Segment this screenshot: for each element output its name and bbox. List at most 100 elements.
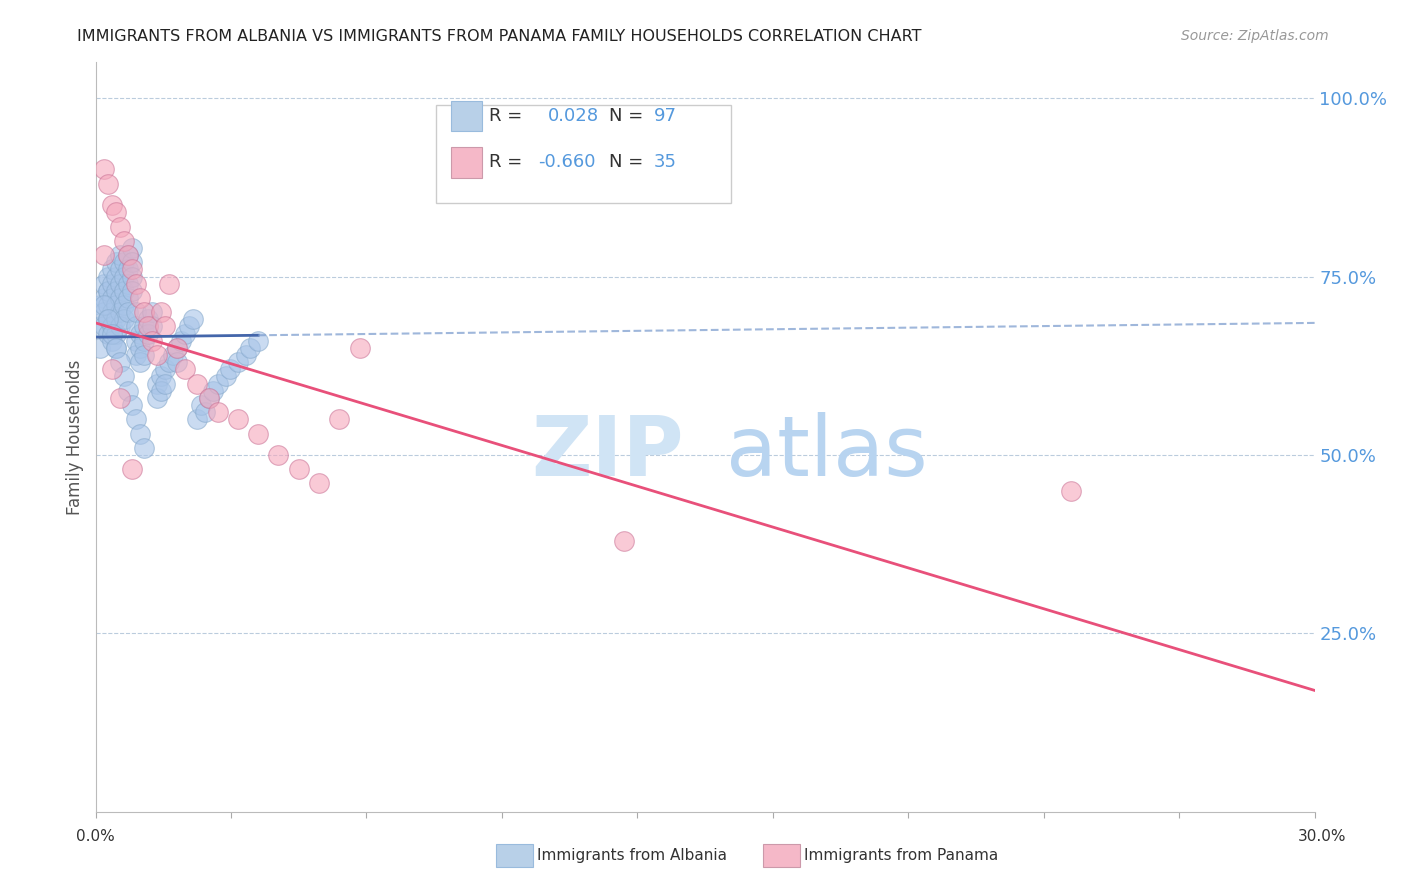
Point	[101, 334, 124, 348]
Point	[202, 384, 225, 398]
Point	[117, 384, 139, 398]
Point	[125, 305, 148, 319]
Point	[93, 305, 115, 319]
Point	[153, 362, 176, 376]
Point	[613, 533, 636, 548]
Point	[108, 248, 131, 262]
Point	[239, 341, 262, 355]
Point	[198, 391, 221, 405]
Point	[153, 376, 176, 391]
Point	[104, 341, 127, 355]
Point	[121, 269, 143, 284]
Point	[349, 341, 371, 355]
Text: atlas: atlas	[725, 411, 928, 492]
Point	[153, 319, 176, 334]
Point	[104, 284, 127, 298]
Point	[129, 326, 152, 341]
Point	[145, 391, 167, 405]
Text: R =: R =	[489, 153, 523, 171]
Point	[101, 277, 124, 291]
Point	[97, 312, 120, 326]
Point	[141, 319, 163, 334]
Point	[194, 405, 217, 419]
Text: IMMIGRANTS FROM ALBANIA VS IMMIGRANTS FROM PANAMA FAMILY HOUSEHOLDS CORRELATION : IMMIGRANTS FROM ALBANIA VS IMMIGRANTS FR…	[77, 29, 922, 44]
Point	[97, 312, 120, 326]
Point	[108, 291, 131, 305]
Point	[149, 369, 172, 384]
Point	[104, 205, 127, 219]
Point	[93, 248, 115, 262]
Point	[181, 312, 204, 326]
Point	[174, 326, 197, 341]
Point	[125, 334, 148, 348]
Point	[97, 284, 120, 298]
Point	[134, 441, 156, 455]
Point	[112, 269, 135, 284]
Point	[157, 277, 180, 291]
Point	[112, 312, 135, 326]
Point	[101, 291, 124, 305]
Point	[207, 405, 229, 419]
Point	[97, 298, 120, 312]
Text: 30.0%: 30.0%	[1298, 830, 1346, 844]
Point	[166, 341, 188, 355]
Text: Immigrants from Panama: Immigrants from Panama	[804, 848, 998, 863]
Point	[89, 341, 111, 355]
Point	[190, 398, 212, 412]
Point	[121, 262, 143, 277]
Point	[186, 376, 208, 391]
Y-axis label: Family Households: Family Households	[66, 359, 84, 515]
Point	[97, 284, 120, 298]
Point	[121, 241, 143, 255]
Point	[138, 326, 160, 341]
Point	[101, 362, 124, 376]
Point	[108, 391, 131, 405]
Point	[198, 391, 221, 405]
Text: ZIP: ZIP	[531, 411, 683, 492]
Point	[93, 162, 115, 177]
Point	[117, 248, 139, 262]
Point	[97, 177, 120, 191]
Text: 0.028: 0.028	[548, 107, 599, 125]
Point	[149, 384, 172, 398]
Point	[121, 255, 143, 269]
Point	[226, 412, 249, 426]
Point	[247, 426, 270, 441]
Point	[89, 319, 111, 334]
Point	[125, 412, 148, 426]
Point	[134, 348, 156, 362]
Point	[226, 355, 249, 369]
Point	[121, 462, 143, 476]
Point	[117, 248, 139, 262]
Point	[104, 269, 127, 284]
Text: R =: R =	[489, 107, 523, 125]
Point	[328, 412, 350, 426]
Text: 97: 97	[654, 107, 676, 125]
Point	[134, 319, 156, 334]
Point	[112, 284, 135, 298]
Point	[108, 219, 131, 234]
Point	[97, 269, 120, 284]
Point	[174, 362, 197, 376]
Point	[93, 277, 115, 291]
Point	[129, 426, 152, 441]
Point	[141, 305, 163, 319]
Point	[145, 376, 167, 391]
Point	[101, 198, 124, 212]
Text: N =: N =	[609, 107, 643, 125]
Point	[138, 312, 160, 326]
Point	[101, 305, 124, 319]
Point	[117, 262, 139, 277]
Point	[129, 291, 152, 305]
Text: 0.0%: 0.0%	[76, 830, 115, 844]
Point	[134, 334, 156, 348]
Point	[1060, 483, 1083, 498]
Point	[129, 341, 152, 355]
Point	[134, 305, 156, 319]
Point	[125, 319, 148, 334]
Point	[117, 291, 139, 305]
Point	[308, 476, 330, 491]
Point	[235, 348, 257, 362]
Point	[186, 412, 208, 426]
Point	[93, 298, 115, 312]
